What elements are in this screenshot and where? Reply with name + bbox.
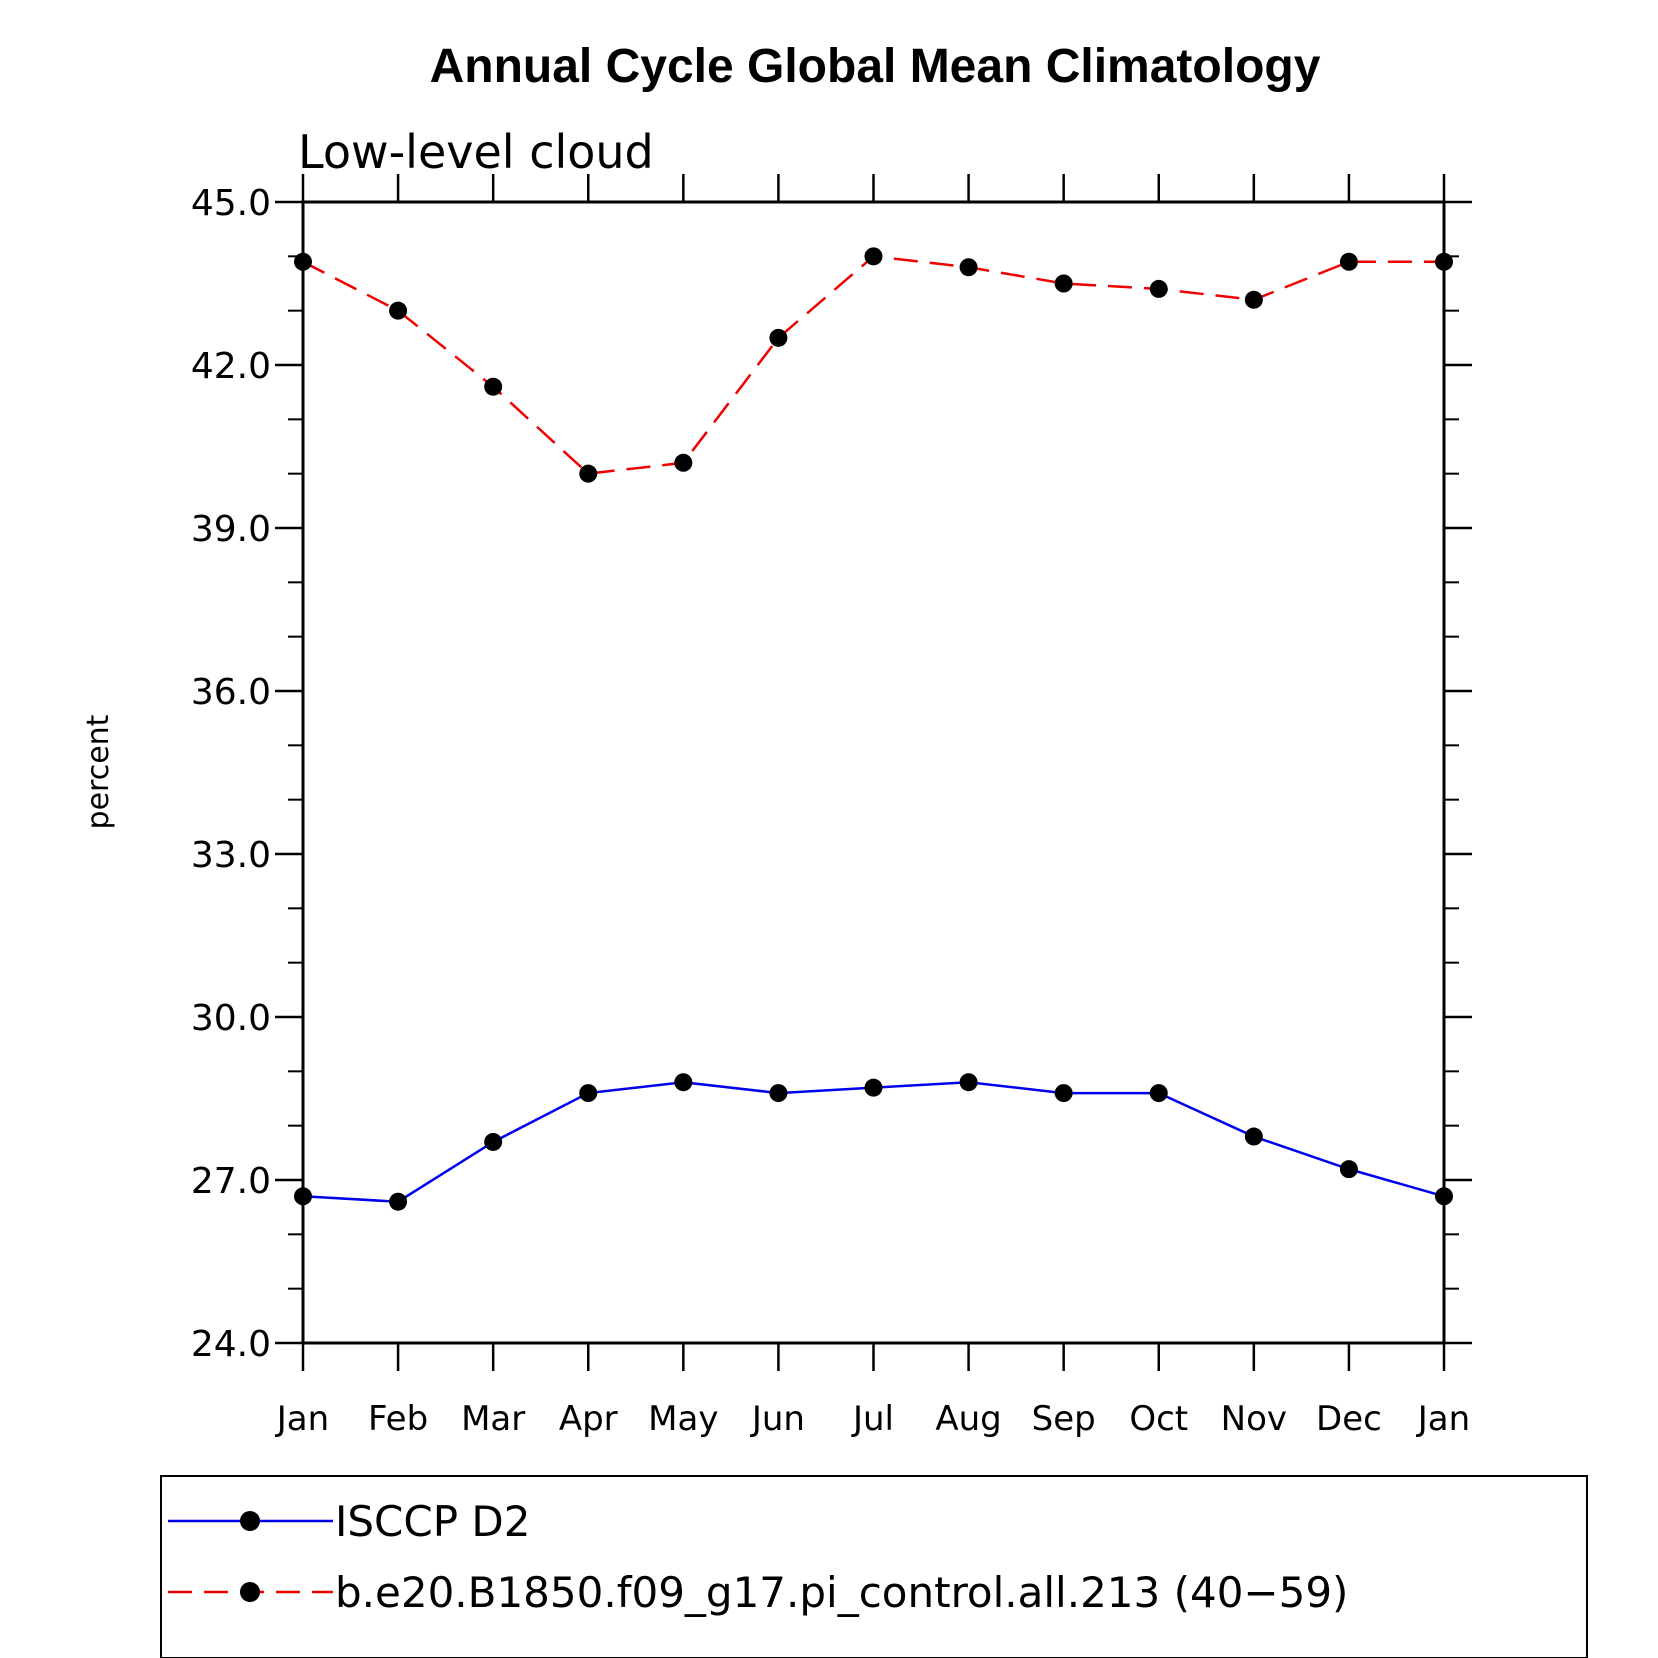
chart-title: Annual Cycle Global Mean Climatology (430, 40, 1321, 93)
series-2-point (579, 464, 598, 483)
x-tick-label: Aug (935, 1399, 1001, 1439)
legend-label-2: b.e20.B1850.f09_g17.pi_control.all.213 (… (335, 1568, 1348, 1617)
series-line-1 (302, 1080, 1445, 1204)
legend-marker-1 (240, 1511, 260, 1531)
series-1-point (1435, 1187, 1453, 1206)
legend: ISCCP D2 b.e20.B1850.f09_g17.pi_control.a… (160, 1475, 1588, 1658)
x-tick-label: Jan (275, 1399, 329, 1439)
y-tick-label: 27.0 (191, 1161, 271, 1202)
series-2-point (1149, 279, 1168, 298)
legend-marker-2 (240, 1582, 260, 1602)
x-tick-label: Feb (368, 1399, 428, 1439)
series-2-point (294, 252, 312, 271)
series-2-point (389, 301, 408, 320)
x-tick-label: Dec (1316, 1399, 1382, 1439)
y-tick-label: 24.0 (191, 1324, 271, 1365)
series-2-point (1339, 252, 1358, 271)
x-tick-label: Jul (851, 1399, 894, 1439)
series-2-point (1244, 290, 1263, 309)
series-2-point (864, 247, 883, 266)
series-2-point (1435, 252, 1453, 271)
legend-label-1: ISCCP D2 (335, 1497, 530, 1546)
y-tick-label: 36.0 (191, 672, 271, 713)
series-1-point (1054, 1084, 1073, 1103)
x-tick-label: Jan (1416, 1399, 1470, 1439)
series-layer (294, 247, 1453, 1211)
series-1-point (1244, 1127, 1263, 1146)
series-1-point (484, 1132, 503, 1151)
x-tick-label: Mar (461, 1399, 525, 1439)
legend-box (160, 1475, 1588, 1658)
series-1-point (294, 1187, 312, 1206)
y-axis-label: percent (81, 714, 116, 829)
axis-ticks: 24.0 27.0 30.0 33.0 36.0 39.0 42.0 45.0 Jan Feb Ma… (191, 174, 1472, 1439)
x-tick-label: Jun (750, 1399, 805, 1439)
series-1-point (1339, 1160, 1358, 1179)
chart-subtitle: Low-level cloud (298, 125, 654, 179)
series-2-point (674, 453, 693, 472)
series-line-2 (302, 255, 1444, 475)
x-tick-label: Oct (1129, 1399, 1188, 1439)
y-tick-label: 45.0 (191, 183, 271, 224)
series-2-point (484, 377, 503, 396)
y-tick-label: 42.0 (191, 346, 271, 387)
series-1-point (674, 1073, 693, 1092)
x-tick-label: Nov (1221, 1399, 1287, 1439)
series-1-point (1149, 1084, 1168, 1103)
series-2-point (1054, 274, 1073, 293)
series-1-point (769, 1084, 788, 1103)
x-tick-label: May (648, 1399, 718, 1439)
series-1-point (959, 1073, 978, 1092)
series-2-point (959, 258, 978, 277)
y-tick-label: 33.0 (191, 835, 271, 876)
plot-frame (301, 200, 1446, 1345)
x-tick-label: Apr (559, 1399, 618, 1439)
y-tick-label: 30.0 (191, 998, 271, 1039)
series-1-point (864, 1078, 883, 1097)
y-tick-label: 39.0 (191, 509, 271, 550)
x-tick-label: Sep (1032, 1399, 1096, 1439)
series-1-point (579, 1084, 598, 1103)
series-2-point (769, 328, 788, 347)
series-1-point (389, 1192, 408, 1211)
